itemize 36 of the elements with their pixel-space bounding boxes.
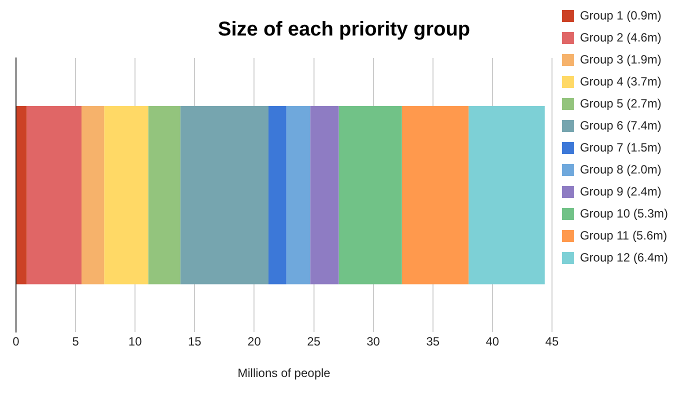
bar [180,106,268,284]
x-tick-label: 35 [426,334,440,349]
bar [82,106,104,284]
x-tick-label: 10 [128,334,142,349]
x-tick-label: 0 [12,334,20,349]
x-tick-label: 5 [72,334,80,349]
bar [104,106,148,284]
legend-label: Group 11 (5.6m) [580,228,668,242]
bar [268,106,286,284]
legend-label: Group 7 (1.5m) [580,140,662,154]
x-tick-label: 45 [545,334,559,349]
x-tick-label: 15 [188,334,202,349]
legend-label: Group 1 (0.9m) [580,8,662,22]
x-axis-title: Millions of people [238,366,331,380]
legend-label: Group 3 (1.9m) [580,52,662,66]
x-tick-label: 20 [248,334,262,349]
x-tick-label: 40 [486,334,500,349]
bar [26,106,82,284]
legend-label: Group 5 (2.7m) [580,96,662,110]
bar [310,106,339,284]
bar [402,106,469,284]
legend-label: Group 6 (7.4m) [580,118,662,132]
bar [16,106,27,284]
bar [286,106,310,284]
bar [338,106,402,284]
legend-label: Group 8 (2.0m) [580,162,662,176]
legend-label: Group 10 (5.3m) [580,206,668,220]
legend-label: Group 2 (4.6m) [580,30,662,44]
x-tick-label: 25 [307,334,321,349]
bar [468,106,545,284]
legend-label: Group 12 (6.4m) [580,250,668,264]
chart-title: Size of each priority group [218,18,470,41]
legend-label: Group 9 (2.4m) [580,184,662,198]
legend-label: Group 4 (3.7m) [580,74,662,88]
x-tick-label: 30 [366,334,380,349]
bar [148,106,180,284]
